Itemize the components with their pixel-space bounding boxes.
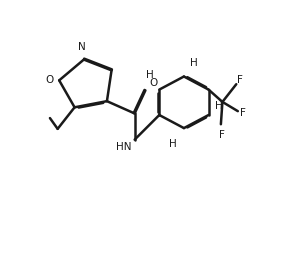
Text: N: N <box>78 42 86 52</box>
Text: F: F <box>220 130 225 140</box>
Text: H: H <box>215 101 222 111</box>
Text: HN: HN <box>116 142 132 152</box>
Text: O: O <box>46 75 54 85</box>
Text: H: H <box>169 139 177 149</box>
Text: F: F <box>239 109 245 118</box>
Text: H: H <box>146 70 154 80</box>
Text: O: O <box>149 78 157 88</box>
Text: H: H <box>190 58 198 68</box>
Text: F: F <box>237 75 243 85</box>
